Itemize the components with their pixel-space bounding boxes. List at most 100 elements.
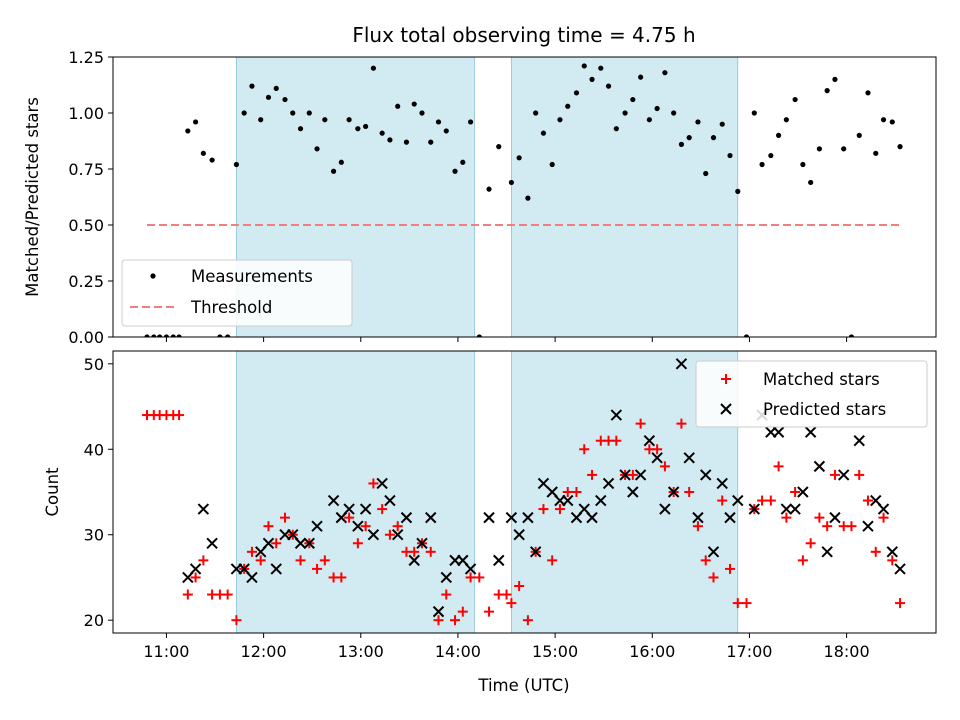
matched-star-point [732, 598, 743, 609]
measurement-point [363, 123, 369, 130]
predicted-star-point [595, 494, 607, 507]
predicted-star-point [505, 511, 518, 524]
matched-star-point [741, 598, 752, 609]
measurement-point [157, 334, 163, 337]
predicted-star-point [610, 409, 623, 421]
predicted-star-point [692, 511, 704, 524]
predicted-star-point [780, 503, 793, 515]
predicted-star-point [270, 563, 282, 575]
measurement-point [419, 110, 425, 116]
measurement-point [217, 334, 223, 337]
predicted-star-point [522, 511, 534, 524]
measurement-point [703, 170, 709, 177]
measurement-point [151, 334, 157, 337]
measurement-point [743, 334, 750, 337]
matched-star-point [781, 512, 792, 523]
measurement-point [476, 334, 482, 337]
measurement-point [258, 117, 264, 123]
matched-star-point [514, 581, 525, 591]
matched-star-point [522, 615, 533, 626]
measurement-point [273, 85, 279, 91]
measurement-point [792, 96, 798, 103]
predicted-star-point [384, 494, 396, 507]
measurement-point [346, 117, 352, 123]
measurement-point [322, 117, 328, 123]
matched-star-point [725, 563, 736, 574]
measurement-point [241, 110, 247, 116]
measurement-point [170, 334, 176, 337]
matched-star-point [190, 572, 201, 583]
matched-star-point [198, 555, 209, 566]
predicted-star-point [894, 563, 906, 575]
matched-star-point [384, 529, 395, 540]
predicted-star-point [400, 511, 413, 524]
predicted-star-point [262, 537, 275, 549]
x-tick-label: 12:00 [241, 642, 287, 661]
predicted-star-point [700, 469, 712, 481]
matched-star-point [547, 555, 558, 566]
measurement-point [695, 119, 701, 125]
matched-star-point [312, 563, 323, 574]
measurement-point [735, 188, 741, 194]
predicted-star-point [877, 503, 890, 515]
predicted-star-point [667, 486, 680, 498]
measurement-point [638, 74, 644, 80]
matched-star-point [814, 512, 825, 523]
measurement-point [306, 110, 312, 116]
x-tick-label: 16:00 [629, 642, 675, 661]
matched-star-point [174, 410, 185, 421]
measurement-point [282, 96, 288, 103]
matched-star-point [231, 615, 242, 626]
legend-box [121, 259, 353, 327]
predicted-star-point [432, 605, 445, 618]
matched-star-point [765, 495, 776, 506]
matched-star-point [425, 546, 436, 557]
matched-star-point [878, 512, 889, 523]
matched-star-point [562, 487, 573, 497]
matched-star-point [700, 555, 711, 566]
matched-star-point [450, 615, 461, 626]
predicted-star-point [425, 511, 437, 524]
x-axis-label: Time (UTC) [477, 676, 569, 695]
measurement-point [710, 135, 717, 141]
legend-measurements-label: Measurements [191, 267, 313, 286]
predicted-star-point [797, 486, 809, 498]
matched-star-point [465, 572, 476, 583]
matched-star-point [360, 521, 371, 532]
measurement-point [460, 159, 466, 165]
predicted-star-point [206, 537, 218, 549]
measurement-point [759, 161, 765, 168]
matched-star-point [255, 555, 266, 566]
measurement-point [144, 334, 150, 337]
measurement-point [727, 152, 733, 159]
predicted-star-point [748, 503, 761, 515]
predicted-star-point [886, 546, 898, 558]
legend-matched-marker [721, 374, 731, 384]
predicted-star-point [529, 546, 542, 558]
matched-star-point [790, 487, 801, 497]
measurement-point [370, 65, 377, 71]
measurement-point [565, 103, 571, 109]
matched-star-point [676, 418, 687, 429]
matched-star-point [887, 555, 898, 566]
measurement-point [163, 334, 170, 337]
matched-star-point [829, 469, 840, 480]
matched-star-point [554, 504, 565, 515]
matched-star-point [506, 598, 517, 609]
measurement-point [209, 157, 215, 163]
measurement-point [395, 103, 401, 109]
measurement-point [225, 334, 231, 337]
measurement-point [403, 139, 410, 145]
x-tick-label: 17:00 [726, 642, 772, 661]
matched-star-point [579, 444, 590, 455]
predicted-star-point [853, 435, 865, 447]
measurement-point [856, 132, 862, 138]
predicted-star-point [821, 546, 833, 558]
measurement-point [605, 83, 612, 89]
measurement-point [516, 155, 522, 161]
measurement-point [200, 150, 206, 156]
matched-star-point [846, 521, 857, 532]
predicted-star-point [602, 477, 615, 490]
matched-star-point [279, 512, 290, 523]
predicted-star-point [352, 520, 364, 532]
